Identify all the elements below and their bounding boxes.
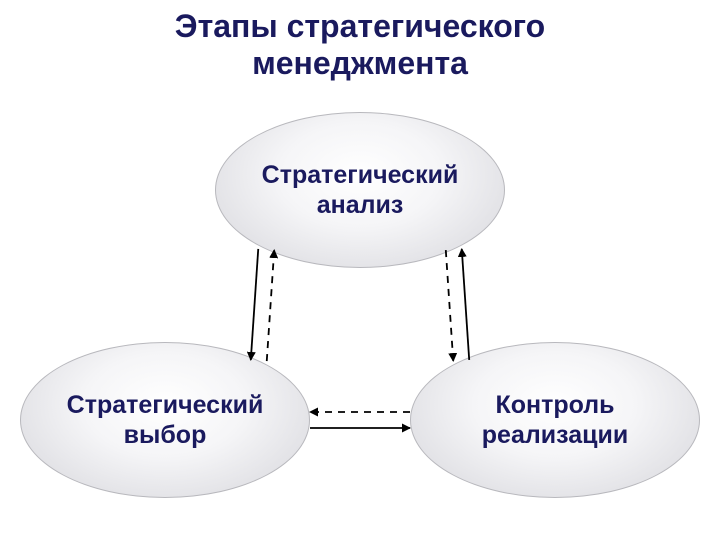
node-top-line1: Стратегический <box>252 161 469 189</box>
title-line-2: менеджмента <box>252 45 468 81</box>
node-strategic-analysis: Стратегический анализ <box>215 112 505 268</box>
node-right-line1: Контроль <box>485 391 624 419</box>
node-right-line2: реализации <box>472 421 638 449</box>
diagram-title: Этапы стратегического менеджмента <box>0 8 720 82</box>
node-left-line1: Стратегический <box>57 391 274 419</box>
node-left-line2: выбор <box>114 421 217 449</box>
node-strategic-choice: Стратегический выбор <box>20 342 310 498</box>
node-implementation-control: Контроль реализации <box>410 342 700 498</box>
title-line-1: Этапы стратегического <box>175 8 545 44</box>
node-top-line2: анализ <box>307 191 414 219</box>
